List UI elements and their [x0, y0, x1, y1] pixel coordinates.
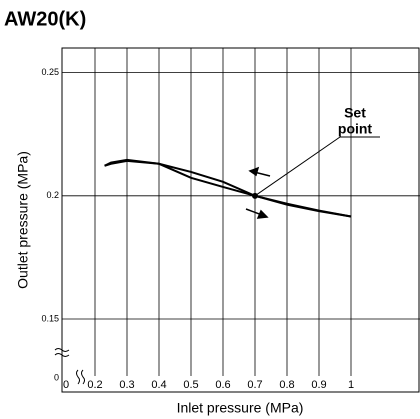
x-tick-label: 0.4 [151, 379, 166, 391]
x-tick-label: 0.2 [87, 379, 102, 391]
x-tick-label: 1 [348, 379, 354, 391]
x-tick-label: 0.9 [311, 379, 326, 391]
x-tick-label: 0.6 [215, 379, 230, 391]
plot-frame [61, 47, 420, 393]
y-axis-break [54, 348, 70, 357]
annotation: Set [344, 105, 366, 121]
x-tick-label: 0.5 [183, 379, 198, 391]
direction-arrows [245, 166, 271, 219]
x-tick-label: 0.8 [279, 379, 294, 391]
leader-line [254, 136, 341, 197]
y-tick-label: 0.2 [46, 190, 59, 200]
annotation: point [338, 121, 373, 137]
x-axis-break [76, 369, 85, 385]
x-tick-label: 0 [63, 379, 69, 391]
y-tick-label: 0.25 [41, 67, 59, 77]
y-tick-label: 0 [54, 372, 59, 382]
x-tick-label: 0.7 [247, 379, 262, 391]
data-line [104, 159, 352, 218]
x-tick-label: 0.3 [119, 379, 134, 391]
x-axis-label: Inlet pressure (MPa) [177, 400, 304, 416]
chart-title: AW20(K) [4, 8, 86, 30]
y-tick-label: 0.15 [41, 313, 59, 323]
y-axis-label: Outlet pressure (MPa) [15, 151, 31, 289]
